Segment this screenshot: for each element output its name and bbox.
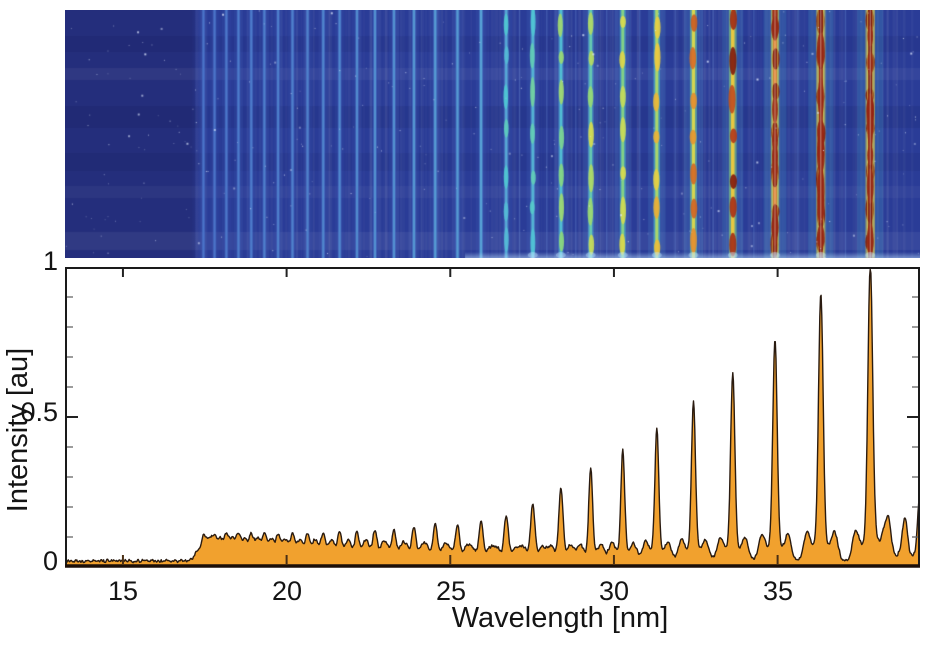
y-tick-label-05: 0.5 [20,397,58,427]
x-axis-title: Wavelength [nm] [451,602,669,634]
spectrum-outline [65,268,920,564]
spectrogram-panel [65,10,920,258]
x-tick-label-35: 35 [762,576,794,606]
y-tick-label-0: 0 [42,546,58,576]
x-tick-label-15: 15 [107,576,139,606]
plot-frame [65,267,920,567]
y-tick-label-1: 1 [42,246,58,276]
x-tick-label-30: 30 [598,576,630,606]
spectrum-area-fill [65,269,920,566]
y-axis-title: Intensity [au] [2,347,34,513]
ccd-spectrogram-image [65,10,920,258]
x-tick-label-25: 25 [435,576,467,606]
x-tick-label-20: 20 [271,576,303,606]
spectrum-chart [65,267,920,568]
axis-ticks [67,269,918,564]
